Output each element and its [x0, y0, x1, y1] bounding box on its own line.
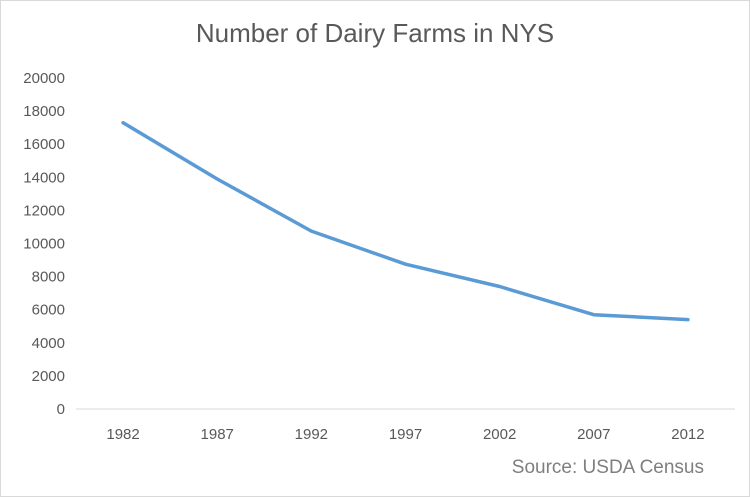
series-group — [121, 120, 690, 322]
y-tick-label: 20000 — [23, 70, 65, 87]
chart-title: Number of Dairy Farms in NYS — [195, 18, 555, 48]
y-tick-label: 4000 — [32, 335, 65, 352]
y-tick-label: 8000 — [32, 269, 65, 286]
x-tick-label: 2002 — [483, 426, 516, 443]
y-tick-label: 6000 — [32, 302, 65, 319]
y-tick-label: 10000 — [23, 236, 65, 253]
y-tick-label: 2000 — [32, 368, 65, 385]
y-axis-tick-labels: 0 2000 4000 6000 8000 10000 12000 14000 16000 180… — [23, 70, 65, 418]
x-axis-tick-labels: 1982 1987 1992 1997 2002 2007 2012 — [106, 426, 704, 443]
x-tick-label: 1997 — [389, 426, 422, 443]
y-tick-label: 18000 — [23, 103, 65, 120]
y-tick-label: 12000 — [23, 202, 65, 219]
x-tick-label: 2012 — [671, 426, 704, 443]
x-tick-label: 1987 — [201, 426, 234, 443]
series-line — [121, 120, 690, 322]
x-tick-label: 1982 — [106, 426, 139, 443]
x-tick-label: 1992 — [295, 426, 328, 443]
y-tick-label: 0 — [57, 401, 65, 418]
source-annotation: Source: USDA Census — [511, 457, 704, 478]
x-tick-label: 2007 — [577, 426, 610, 443]
y-tick-label: 16000 — [23, 136, 65, 153]
y-tick-label: 14000 — [23, 169, 65, 186]
